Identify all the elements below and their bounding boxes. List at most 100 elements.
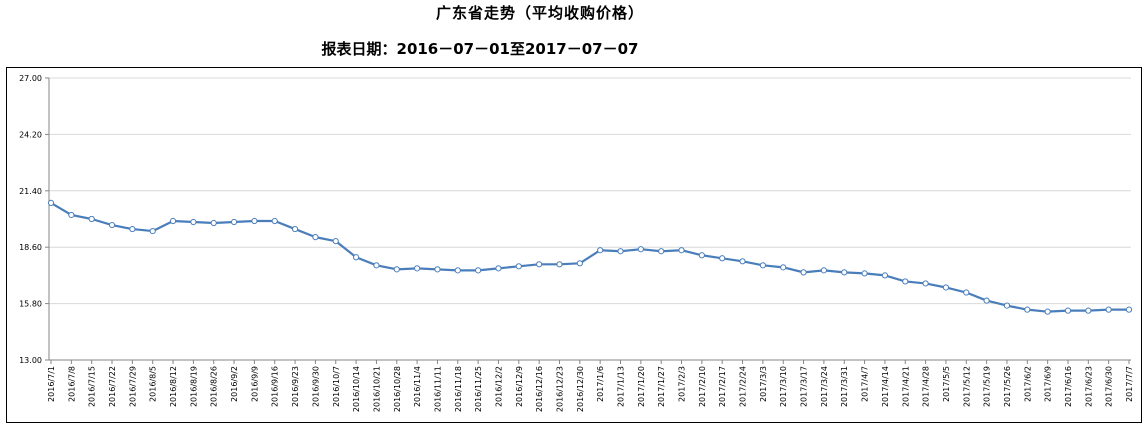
data-point <box>149 227 156 235</box>
data-point <box>1064 307 1072 314</box>
data-point <box>332 238 339 245</box>
x-tick-label: 2016/12/30 <box>576 366 585 412</box>
data-point <box>902 278 909 285</box>
data-point <box>1105 306 1112 313</box>
data-point <box>800 269 807 276</box>
data-point <box>963 289 970 296</box>
x-tick-label: 2017/1/13 <box>617 366 626 407</box>
x-tick-label: 2017/5/12 <box>962 366 971 407</box>
x-tick-label: 2016/8/12 <box>169 366 178 407</box>
data-point <box>230 218 238 226</box>
x-tick-label: 2016/9/23 <box>291 366 300 407</box>
x-tick-label: 2017/3/31 <box>840 366 849 407</box>
x-tick-label: 2017/2/17 <box>718 366 727 407</box>
data-point <box>68 211 75 219</box>
x-tick-label: 2017/4/7 <box>861 366 870 402</box>
x-tick-label: 2016/7/15 <box>88 366 97 407</box>
x-tick-label: 2016/11/25 <box>474 366 483 412</box>
data-point <box>169 217 177 225</box>
data-point <box>658 248 665 255</box>
x-tick-label: 2017/4/14 <box>881 366 890 407</box>
data-point <box>820 267 828 274</box>
data-point <box>841 269 848 276</box>
x-tick-label: 2016/10/28 <box>393 366 402 412</box>
x-tick-label: 2017/3/3 <box>759 366 768 402</box>
x-tick-label: 2017/5/26 <box>1003 366 1012 407</box>
data-point <box>780 264 787 271</box>
data-point <box>1085 307 1092 314</box>
x-tick-label: 2016/9/30 <box>311 366 320 407</box>
x-tick-label: 2016/11/18 <box>454 366 463 412</box>
x-tick-label: 2016/8/5 <box>149 366 158 402</box>
y-tick-label: 24.20 <box>19 130 42 139</box>
x-tick-label: 2016/8/19 <box>189 366 198 407</box>
x-tick-label: 2017/7/7 <box>1125 366 1134 402</box>
x-tick-label: 2016/12/2 <box>494 366 503 407</box>
data-point <box>108 221 116 229</box>
data-point <box>373 262 380 269</box>
series-line <box>50 201 1129 313</box>
data-point <box>515 263 522 270</box>
data-point <box>271 217 278 225</box>
data-point <box>88 215 95 223</box>
x-tick-label: 2016/9/9 <box>250 366 259 402</box>
data-point <box>434 266 441 273</box>
x-tick-label: 2016/12/9 <box>515 366 524 407</box>
data-point <box>556 261 563 268</box>
data-point <box>190 218 197 226</box>
x-tick-label: 2017/1/27 <box>657 366 666 407</box>
data-point <box>759 262 766 269</box>
x-tick-label: 2016/10/21 <box>372 366 381 412</box>
axes <box>48 78 1131 361</box>
x-tick-label: 2016/9/16 <box>271 366 280 407</box>
data-point <box>719 255 726 262</box>
y-axis-ticks: 13.00 15.80 18.60 21.40 24.20 27.00 <box>19 74 49 365</box>
data-point <box>495 265 502 272</box>
data-point <box>312 234 319 241</box>
x-tick-label: 2017/6/2 <box>1023 366 1032 402</box>
x-tick-label: 2017/4/21 <box>901 366 910 407</box>
data-point <box>576 260 583 267</box>
x-tick-label: 2016/11/4 <box>413 366 422 407</box>
data-point <box>1125 306 1133 313</box>
x-tick-label: 2016/7/22 <box>108 366 117 407</box>
x-tick-label: 2016/7/29 <box>128 366 137 407</box>
data-point <box>291 225 299 233</box>
chart-subtitle: 报表日期：2016－07－01至2017－07－07 <box>321 40 639 58</box>
x-tick-label: 2017/6/16 <box>1064 366 1073 407</box>
x-tick-label: 2017/2/24 <box>739 366 748 407</box>
y-tick-label: 13.00 <box>19 356 42 365</box>
data-point <box>129 225 136 233</box>
data-point <box>637 246 644 253</box>
x-tick-label: 2017/2/3 <box>678 366 687 402</box>
data-point <box>352 254 360 261</box>
data-point <box>454 267 461 274</box>
data-point <box>617 248 624 255</box>
x-tick-label: 2017/5/19 <box>983 366 992 407</box>
x-tick-label: 2017/3/10 <box>779 366 788 407</box>
data-point <box>47 199 55 206</box>
x-tick-label: 2016/12/16 <box>535 366 544 412</box>
x-tick-label: 2016/10/7 <box>332 366 341 407</box>
y-tick-label: 18.60 <box>19 243 42 252</box>
data-point <box>739 258 746 265</box>
x-tick-label: 2016/11/11 <box>433 366 442 412</box>
x-tick-label: 2016/8/26 <box>210 366 219 407</box>
x-tick-label: 2017/1/6 <box>596 366 605 402</box>
data-point <box>251 217 258 225</box>
x-tick-label: 2017/6/23 <box>1084 366 1093 407</box>
x-tick-label: 2016/7/1 <box>47 366 56 402</box>
x-tick-label: 2017/1/20 <box>637 366 646 407</box>
x-tick-label: 2017/4/28 <box>922 366 931 407</box>
data-point <box>210 219 217 227</box>
chart-frame <box>6 67 1142 423</box>
x-tick-label: 2017/2/10 <box>698 366 707 407</box>
x-tick-label: 2016/10/14 <box>352 366 361 412</box>
gridlines <box>49 77 1131 361</box>
data-point <box>983 297 990 304</box>
y-tick-label: 15.80 <box>19 300 42 309</box>
data-point <box>393 266 400 273</box>
y-tick-label: 21.40 <box>19 187 42 196</box>
x-tick-label: 2016/7/8 <box>67 366 76 402</box>
